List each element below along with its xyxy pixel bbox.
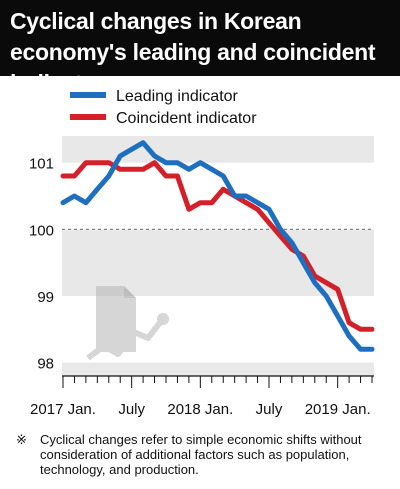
x-tick-label: 2019 Jan.	[305, 401, 371, 418]
legend-label: Leading indicator	[116, 88, 239, 105]
x-tick-label: 2018 Jan.	[167, 401, 233, 418]
y-tick-label: 98	[37, 356, 54, 373]
legend-label: Coincident indicator	[116, 110, 257, 127]
line-chart: 98 99 100 101 2017 Jan. July 2018 Jan. July 2019…	[29, 88, 375, 418]
chart-title: Cyclical changes in Korean economy's lea…	[10, 8, 376, 96]
y-tick-label: 99	[37, 289, 54, 306]
x-tick-label: July	[256, 401, 283, 418]
x-tick-label: July	[118, 401, 145, 418]
gridline-band	[62, 229, 374, 296]
document-chart-watermark-icon	[86, 286, 169, 361]
header-banner: Cyclical changes in Korean economy's lea…	[0, 0, 400, 96]
footnote: ※ Cyclical changes refer to simple econo…	[16, 432, 390, 477]
leading-indicator-line	[60, 140, 375, 352]
y-tick-label: 101	[29, 156, 54, 173]
footnote-text: Cyclical changes refer to simple economi…	[40, 432, 362, 477]
y-tick-label: 100	[29, 222, 54, 239]
gridline-band	[62, 136, 374, 163]
x-tick-label: 2017 Jan.	[30, 401, 96, 418]
gridline-band	[62, 362, 374, 376]
footnote-mark: ※	[16, 432, 27, 447]
